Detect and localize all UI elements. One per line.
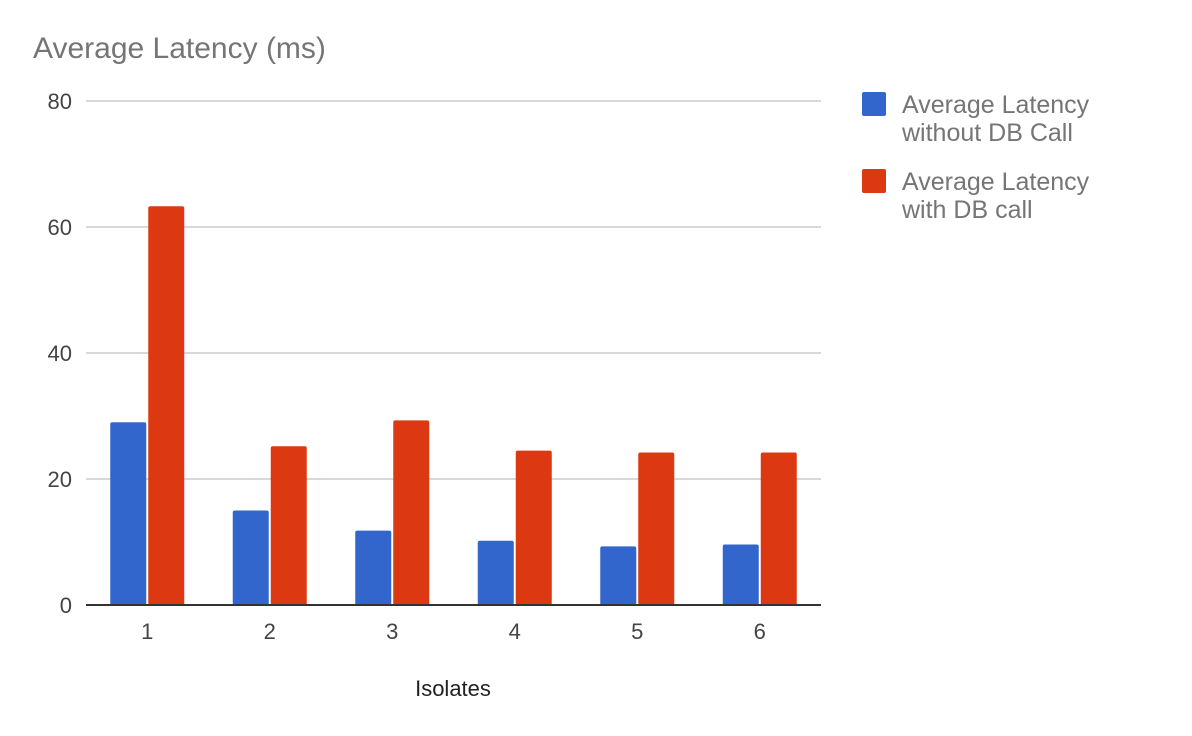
bar-series-1-isolate-6[interactable]: [722, 544, 759, 605]
bars: [110, 206, 797, 605]
x-tick-label: 2: [264, 619, 276, 644]
legend-label-line: Average Latency: [902, 91, 1090, 119]
y-tick-label: 0: [60, 593, 72, 618]
legend-swatch-1: [862, 92, 886, 116]
bar-series-2-isolate-5[interactable]: [638, 452, 675, 605]
bar-series-2-isolate-4[interactable]: [515, 450, 552, 605]
legend-label-line: without DB Call: [901, 119, 1073, 147]
legend-swatch-2: [862, 169, 886, 193]
x-axis-title: Isolates: [415, 676, 491, 701]
bar-series-1-isolate-2[interactable]: [232, 510, 269, 606]
x-tick-label: 5: [631, 619, 643, 644]
x-tick-label: 3: [386, 619, 398, 644]
y-tick-label: 40: [48, 341, 72, 366]
bar-series-2-isolate-1[interactable]: [148, 206, 185, 605]
bar-series-1-isolate-5[interactable]: [600, 546, 637, 605]
bar-series-2-isolate-3[interactable]: [393, 420, 430, 605]
axes: 0 20 40 60 80 1 2 3 4 5 6: [48, 89, 821, 644]
x-tick-label: 4: [509, 619, 521, 644]
legend-label-1: Average Latency without DB Call: [901, 91, 1090, 147]
chart-title: Average Latency (ms): [33, 32, 326, 65]
gridlines: [86, 100, 821, 480]
bar-series-1-isolate-3[interactable]: [355, 530, 392, 605]
x-tick-label: 6: [754, 619, 766, 644]
bar-series-2-isolate-2[interactable]: [270, 446, 307, 605]
legend-label-line: with DB call: [901, 196, 1033, 224]
bar-series-2-isolate-6[interactable]: [760, 452, 797, 605]
y-tick-label: 80: [48, 89, 72, 114]
x-tick-label: 1: [141, 619, 153, 644]
bar-series-1-isolate-1[interactable]: [110, 422, 147, 605]
legend-label-line: Average Latency: [902, 168, 1090, 196]
y-tick-label: 60: [48, 215, 72, 240]
bar-series-1-isolate-4[interactable]: [477, 540, 514, 605]
legend-label-2: Average Latency with DB call: [901, 168, 1090, 224]
y-tick-label: 20: [48, 467, 72, 492]
